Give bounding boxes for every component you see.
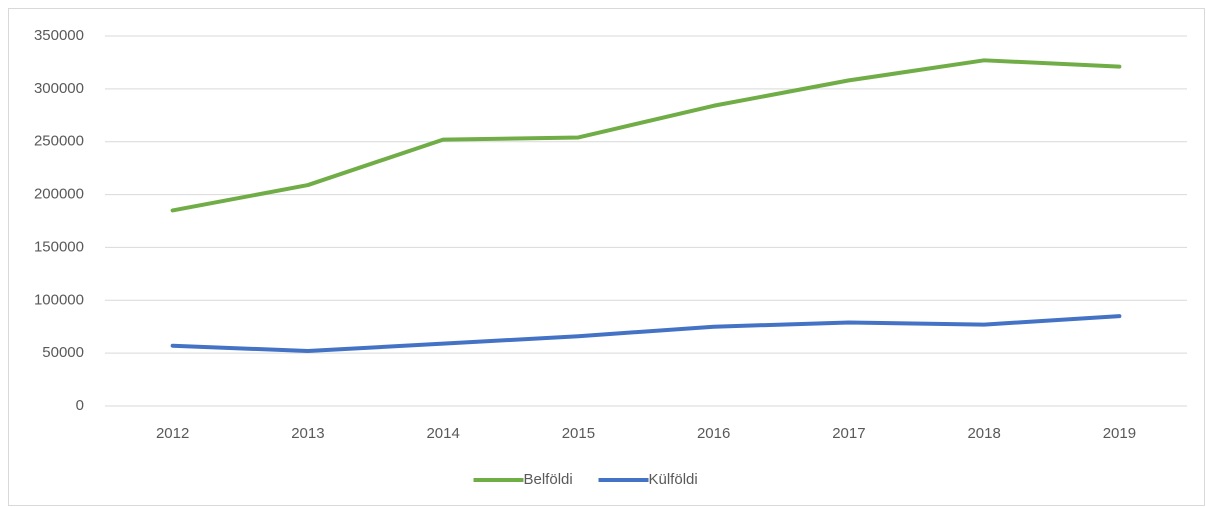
y-tick-label: 250000	[34, 133, 84, 150]
legend-label: Belföldi	[524, 471, 573, 488]
y-tick-label: 0	[76, 397, 84, 414]
x-tick-label: 2015	[562, 425, 595, 442]
x-tick-label: 2018	[967, 425, 1000, 442]
y-tick-label: 100000	[34, 291, 84, 308]
x-tick-label: 2013	[291, 425, 324, 442]
y-tick-label: 150000	[34, 238, 84, 255]
x-tick-label: 2017	[832, 425, 865, 442]
y-tick-label: 350000	[34, 27, 84, 44]
legend-label: Külföldi	[649, 471, 698, 488]
x-tick-label: 2019	[1103, 425, 1136, 442]
series-line	[170, 58, 1122, 213]
x-tick-label: 2016	[697, 425, 730, 442]
x-tick-label: 2014	[426, 425, 459, 442]
series-line	[170, 314, 1122, 354]
chart-border	[8, 8, 1205, 506]
y-tick-label: 50000	[42, 344, 84, 361]
y-tick-label: 200000	[34, 186, 84, 203]
y-tick-label: 300000	[34, 80, 84, 97]
x-tick-label: 2012	[156, 425, 189, 442]
